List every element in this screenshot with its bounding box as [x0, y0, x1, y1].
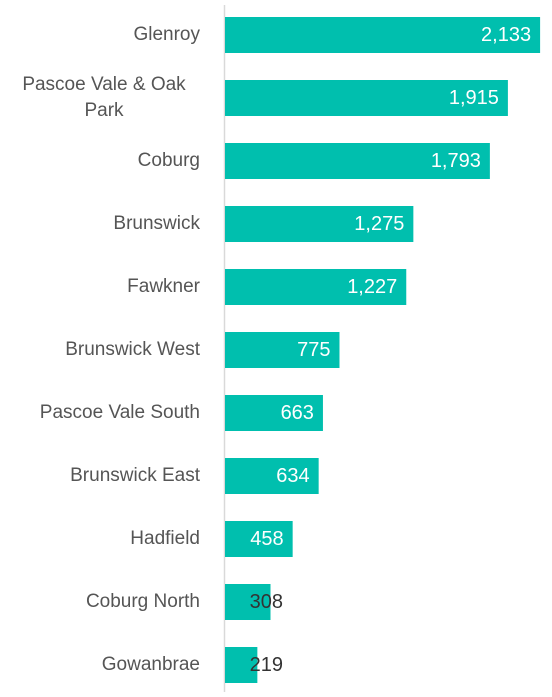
category-label: Glenroy [133, 24, 200, 45]
bar [225, 458, 319, 494]
bar [225, 647, 258, 683]
category-label-box: Glenroy [0, 4, 200, 67]
category-label-box: Brunswick East [0, 445, 200, 508]
category-label: Gowanbrae [101, 654, 200, 675]
category-label: Pascoe Vale South [39, 402, 200, 423]
category-label-box: Pascoe Vale South [0, 382, 200, 445]
category-label: Coburg [137, 150, 200, 171]
value-label: 2,133 [481, 24, 531, 46]
bar [225, 269, 407, 305]
bar [225, 332, 340, 368]
category-label-box: Hadfield [0, 508, 200, 571]
category-label-box: Gowanbrae [0, 634, 200, 697]
value-label: 458 [250, 528, 283, 550]
category-label: Pascoe Vale & Oak Park [22, 74, 186, 121]
category-label-box: Brunswick [0, 193, 200, 256]
value-label: 775 [297, 339, 330, 361]
category-label-box: Brunswick West [0, 319, 200, 382]
category-label-box: Pascoe Vale & Oak Park [0, 67, 200, 130]
bar [225, 584, 271, 620]
value-label: 1,275 [354, 213, 404, 235]
category-label: Brunswick [113, 213, 200, 234]
value-label: 219 [250, 654, 283, 676]
bar [225, 206, 414, 242]
bar [225, 17, 541, 53]
value-label: 1,915 [449, 87, 499, 109]
bar [225, 80, 508, 116]
category-label: Brunswick West [65, 339, 200, 360]
category-label: Brunswick East [70, 465, 200, 486]
value-label: 1,793 [431, 150, 481, 172]
category-label-box: Fawkner [0, 256, 200, 319]
category-label-box: Coburg North [0, 571, 200, 634]
category-label: Coburg North [85, 591, 200, 612]
category-label-box: Coburg [0, 130, 200, 193]
category-label: Fawkner [127, 276, 200, 297]
category-label: Hadfield [130, 528, 200, 549]
value-label: 1,227 [347, 276, 397, 298]
value-label: 634 [276, 465, 309, 487]
bar [225, 395, 323, 431]
value-label: 663 [281, 402, 314, 424]
value-label: 308 [250, 591, 283, 613]
bar [225, 521, 293, 557]
bar [225, 143, 490, 179]
